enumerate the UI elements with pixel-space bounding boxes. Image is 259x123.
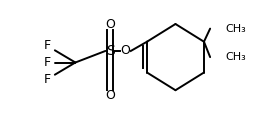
Text: CH₃: CH₃ bbox=[226, 52, 246, 62]
Text: F: F bbox=[43, 39, 51, 52]
Text: F: F bbox=[43, 73, 51, 86]
Text: O: O bbox=[120, 44, 130, 57]
Text: CH₃: CH₃ bbox=[226, 24, 246, 34]
Text: S: S bbox=[106, 44, 114, 58]
Text: O: O bbox=[105, 89, 115, 102]
Text: F: F bbox=[43, 56, 51, 69]
Text: O: O bbox=[105, 18, 115, 31]
